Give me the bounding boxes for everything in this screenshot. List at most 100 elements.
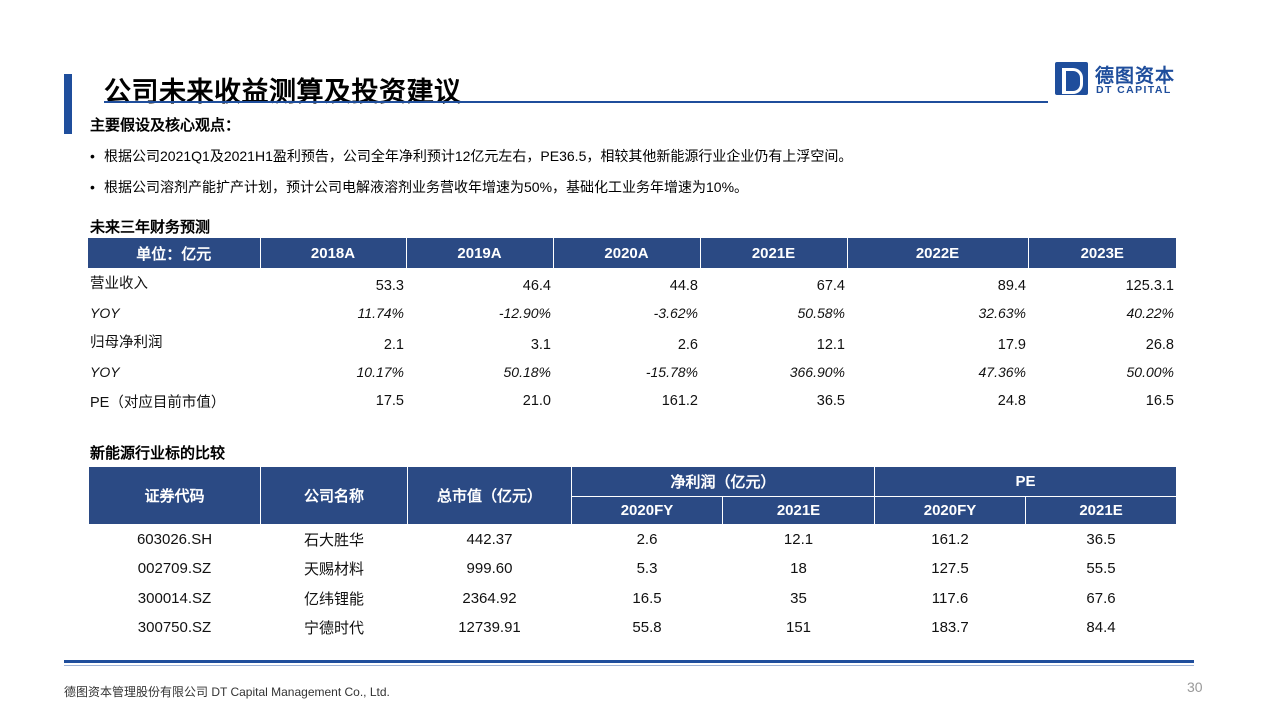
footer-divider <box>64 660 1194 663</box>
comparison-cell: 151 <box>785 619 812 637</box>
comparison-cell: 442.37 <box>466 531 513 548</box>
forecast-cell: 53.3 <box>375 278 404 294</box>
comparison-cell: 16.5 <box>632 589 662 607</box>
forecast-row: 营业收入 53.3 46.4 44.8 67.4 89.4 125.3.1 <box>88 268 1176 298</box>
comparison-cell: 12.1 <box>783 531 814 548</box>
comparison-subheader-row: 2020FY 2021E 2020FY 2021E <box>89 496 1178 525</box>
comparison-cell: 002709.SZ <box>137 560 212 578</box>
forecast-cell: 2.1 <box>383 337 404 353</box>
forecast-cell: -12.90% <box>498 304 551 321</box>
forecast-col-header: 2019A <box>406 238 554 268</box>
assumption-item: • 根据公司溶剂产能扩产计划，预计公司电解液溶剂业务营收年增速为50%，基础化工业… <box>90 177 748 197</box>
forecast-row: 归母净利润 2.1 3.1 2.6 12.1 17.9 26.8 <box>88 327 1176 357</box>
forecast-cell: 3.1 <box>530 337 551 353</box>
forecast-cell: 366.90% <box>789 363 845 380</box>
header-net-profit: 净利润（亿元） <box>570 466 876 497</box>
comparison-cell: 宁德时代 <box>303 620 364 638</box>
header-security-code: 证券代码 <box>88 466 261 525</box>
forecast-cell: 32.63% <box>978 304 1026 321</box>
forecast-cell: -15.78% <box>645 363 698 380</box>
footer-divider-thin <box>64 665 1194 666</box>
forecast-cell: 21.0 <box>522 393 551 409</box>
header-pe-2021e: 2021E <box>1025 496 1178 525</box>
comparison-cell: 55.8 <box>632 619 662 637</box>
forecast-row: PE（对应目前市值） 17.5 21.0 161.2 36.5 24.8 16.5 <box>88 386 1176 416</box>
comparison-cell: 300014.SZ <box>137 589 212 607</box>
comparison-cell: 5.3 <box>636 560 658 578</box>
forecast-col-header: 单位：亿元 <box>88 238 261 268</box>
page-title: 公司未来收益测算及投资建议 <box>104 77 462 107</box>
footer-company: 德图资本管理股份有限公司 DT Capital Management Co., … <box>64 685 390 699</box>
forecast-cell: 24.8 <box>997 393 1026 409</box>
forecast-cell: 50.18% <box>503 363 551 380</box>
comparison-cell: 300750.SZ <box>137 619 212 637</box>
comparison-cell: 2364.92 <box>462 589 517 607</box>
title-underline <box>104 101 1048 103</box>
forecast-cell: 47.36% <box>978 363 1026 380</box>
assumption-text: 根据公司溶剂产能扩产计划，预计公司电解液溶剂业务营收年增速为50%，基础化工业务… <box>104 179 749 195</box>
comparison-cell: 67.6 <box>1086 589 1116 607</box>
forecast-col-header: 2022E <box>847 238 1029 268</box>
forecast-cell: 50.58% <box>797 304 845 321</box>
forecast-cell: 17.5 <box>375 393 404 409</box>
forecast-col-header: 2021E <box>700 238 848 268</box>
forecast-row-label: YOY <box>90 304 120 321</box>
comparison-cell: 35 <box>790 589 807 607</box>
forecast-cell: 11.74% <box>357 304 404 321</box>
bullet-dot: • <box>90 179 95 195</box>
forecast-row: YOY 11.74% -12.90% -3.62% 50.58% 32.63% 40.22% <box>88 298 1176 327</box>
forecast-header-row: 单位：亿元 2018A 2019A 2020A 2021E 2022E 2023… <box>88 238 1176 268</box>
assumption-item: • 根据公司2021Q1及2021H1盈利预告，公司全年净利预计12亿元左右，PE… <box>90 146 852 166</box>
forecast-cell: 67.4 <box>816 278 845 294</box>
comparison-cell: 55.5 <box>1086 560 1116 578</box>
forecast-cell: 12.1 <box>816 337 845 353</box>
forecast-col-header: 2018A <box>260 238 407 268</box>
assumptions-heading: 主要假设及核心观点： <box>90 117 241 134</box>
comparison-cell: 石大胜华 <box>303 532 364 549</box>
comparison-cell: 天赐材料 <box>303 561 364 579</box>
forecast-cell: 50.00% <box>1126 363 1174 380</box>
header-pe-2020fy: 2020FY <box>874 496 1027 525</box>
logo-cn-text: 德图资本 <box>1095 66 1176 87</box>
forecast-cell: 40.22% <box>1126 304 1174 321</box>
forecast-cell: -3.62% <box>653 304 698 321</box>
bullet-dot: • <box>90 148 95 164</box>
comparison-cell: 亿纬锂能 <box>303 590 364 608</box>
logo-en-text: DT CAPITAL <box>1096 84 1172 96</box>
comparison-cell: 161.2 <box>931 531 969 548</box>
comparison-cell: 127.5 <box>931 560 969 578</box>
comparison-row: 002709.SZ 天赐材料 999.60 5.3 18 127.5 55.5 <box>89 554 1177 584</box>
forecast-row-label: 归母净利润 <box>90 335 163 351</box>
forecast-row-label: 营业收入 <box>90 276 148 292</box>
logo-d-icon <box>1055 62 1088 95</box>
forecast-cell: 125.3.1 <box>1125 278 1174 294</box>
header-profit-2020fy: 2020FY <box>571 496 723 525</box>
comparison-row: 603026.SH 石大胜华 442.37 2.6 12.1 161.2 36.5 <box>89 525 1177 555</box>
comparison-header-row: 证券代码 公司名称 总市值（亿元） 净利润（亿元） PE <box>88 466 1178 525</box>
comparison-table: 证券代码 公司名称 总市值（亿元） 净利润（亿元） PE 2020FY 2021… <box>88 466 1178 643</box>
comparison-cell: 603026.SH <box>136 531 213 548</box>
comparison-cell: 84.4 <box>1086 619 1116 637</box>
forecast-col-header: 2020A <box>553 238 701 268</box>
forecast-row-label: PE（对应目前市值） <box>90 394 226 411</box>
comparison-cell: 18 <box>790 560 807 578</box>
comparison-row: 300750.SZ 宁德时代 12739.91 55.8 151 183.7 84.4 <box>89 613 1177 643</box>
assumption-text: 根据公司2021Q1及2021H1盈利预告，公司全年净利预计12亿元左右，PE3… <box>104 148 853 164</box>
forecast-table: 单位：亿元 2018A 2019A 2020A 2021E 2022E 2023… <box>88 238 1176 416</box>
comparison-heading: 新能源行业标的比较 <box>90 445 226 462</box>
comparison-cell: 183.7 <box>931 619 969 637</box>
comparison-cell: 999.60 <box>466 560 513 578</box>
header-company-name: 公司名称 <box>260 466 408 525</box>
forecast-heading: 未来三年财务预测 <box>90 219 211 236</box>
forecast-cell: 2.6 <box>677 337 698 353</box>
comparison-cell: 2.6 <box>636 531 658 548</box>
forecast-cell: 16.5 <box>1145 393 1174 409</box>
header-pe: PE <box>874 466 1178 497</box>
forecast-cell: 36.5 <box>816 393 845 409</box>
page-number: 30 <box>1187 679 1203 695</box>
forecast-cell: 89.4 <box>997 278 1026 294</box>
comparison-row: 300014.SZ 亿纬锂能 2364.92 16.5 35 117.6 67.6 <box>89 584 1177 614</box>
title-accent-bar <box>64 74 72 134</box>
comparison-cell: 12739.91 <box>458 619 521 637</box>
forecast-cell: 46.4 <box>522 278 551 294</box>
